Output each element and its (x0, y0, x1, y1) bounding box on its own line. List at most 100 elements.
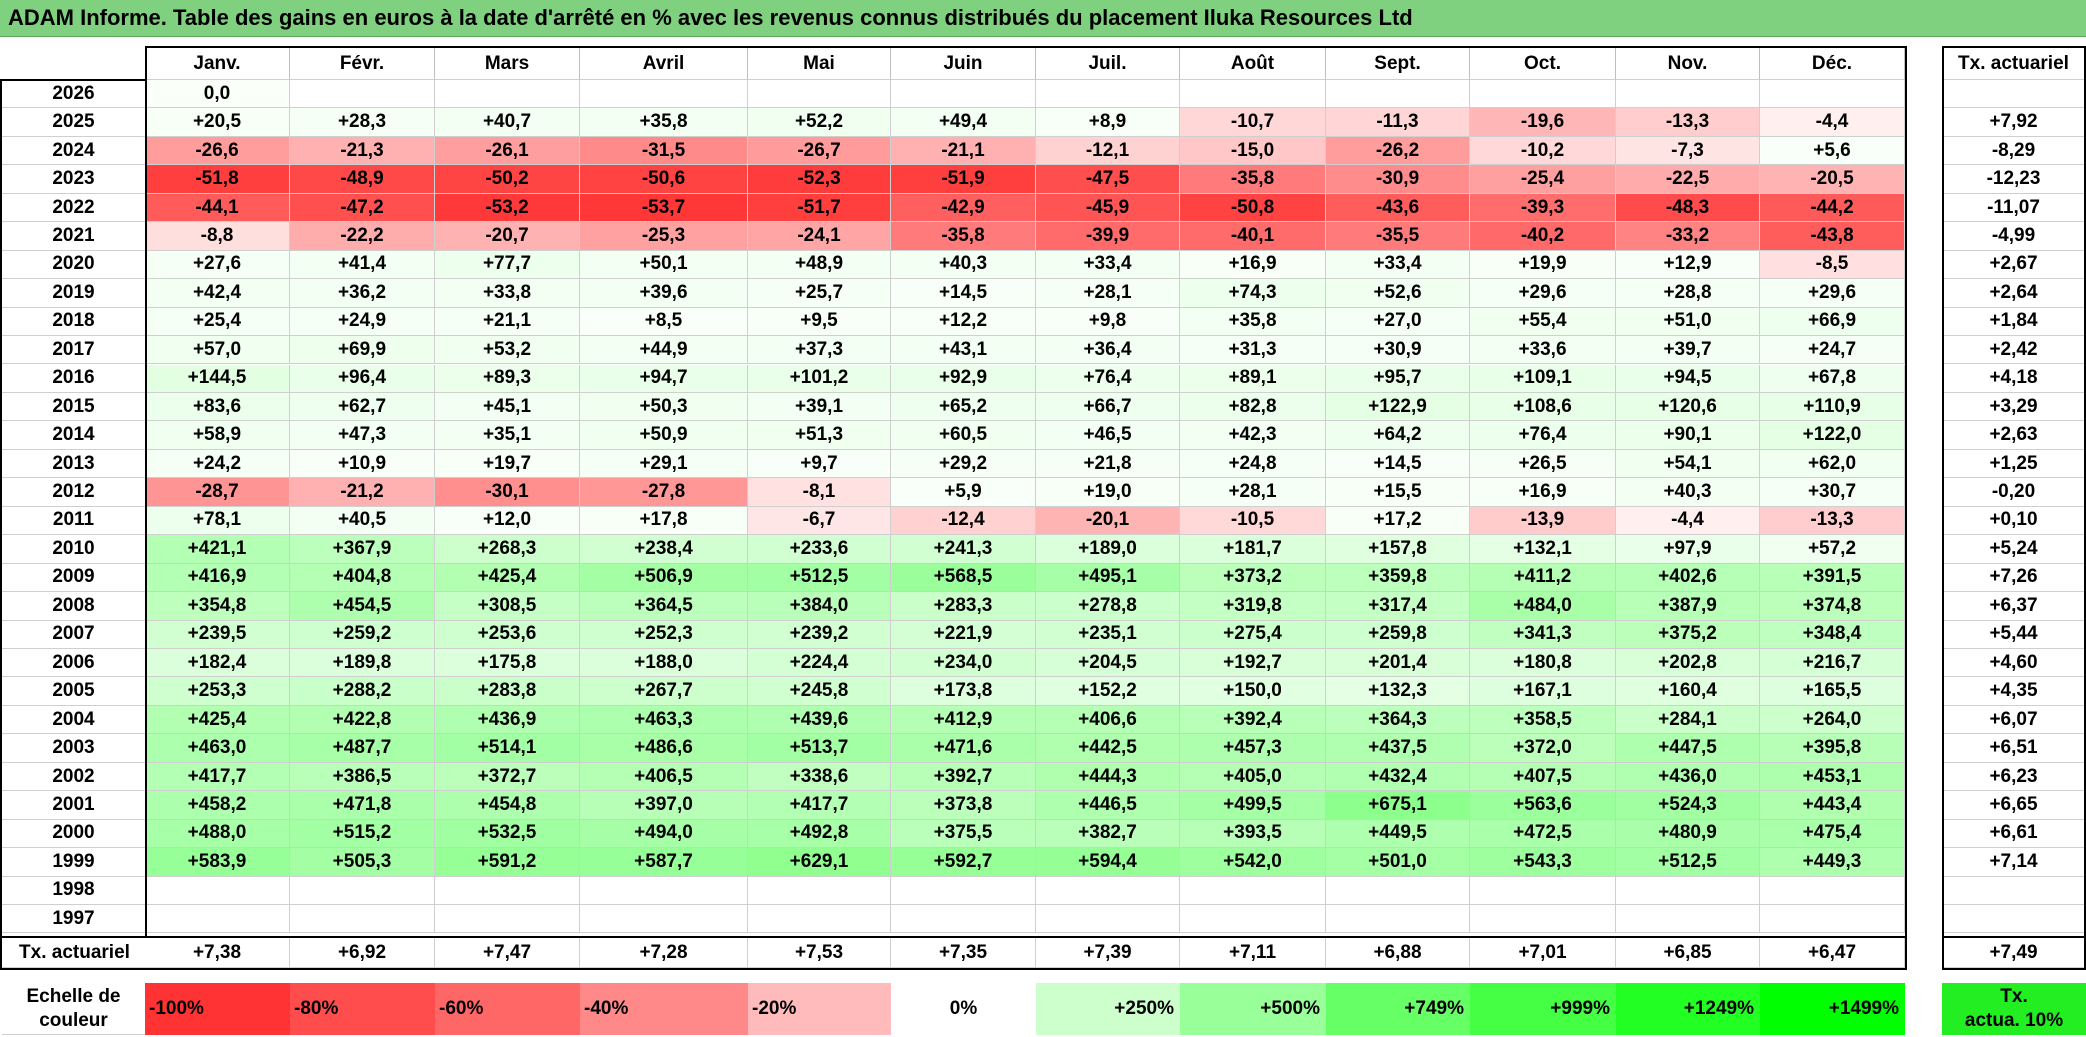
table-cell: -40,2 (1470, 222, 1616, 251)
legend-swatch: +749% (1326, 983, 1470, 1035)
table-cell: +17,2 (1326, 506, 1470, 536)
month-header: Oct. (1470, 48, 1616, 80)
month-header: Nov. (1616, 48, 1760, 80)
table-cell: +31,3 (1180, 336, 1326, 365)
table-cell: -53,7 (580, 193, 748, 223)
table-cell: +110,9 (1760, 392, 1905, 422)
table-cell: +12,2 (891, 307, 1036, 337)
table-cell: +505,3 (290, 848, 435, 877)
table-cell: +417,7 (145, 762, 290, 792)
table-cell: +457,3 (1180, 734, 1326, 763)
table-cell: +19,0 (1036, 478, 1180, 507)
footer-cell: +7,53 (748, 938, 891, 968)
table-cell: +64,2 (1326, 421, 1470, 450)
table-cell: +405,0 (1180, 762, 1326, 792)
table-cell (748, 80, 891, 109)
year-label: 2017 (2, 336, 145, 365)
table-cell: +29,6 (1760, 279, 1905, 308)
table-cell: -40,1 (1180, 222, 1326, 251)
rate-cell: +6,65 (1942, 791, 2086, 820)
table-cell: +484,0 (1470, 592, 1616, 621)
table-cell: +486,6 (580, 734, 748, 763)
table-cell (1180, 905, 1326, 934)
table-cell: +506,9 (580, 563, 748, 593)
table-cell: +488,0 (145, 819, 290, 849)
table-cell: +24,9 (290, 307, 435, 337)
table-cell: -30,1 (435, 478, 580, 507)
table-cell: +29,1 (580, 449, 748, 479)
table-cell: +157,8 (1326, 535, 1470, 564)
table-cell: +152,2 (1036, 677, 1180, 706)
table-cell: -25,4 (1470, 165, 1616, 194)
table-cell: +95,7 (1326, 364, 1470, 393)
rate-cell: +5,24 (1942, 535, 2086, 564)
table-cell: +132,3 (1326, 677, 1470, 706)
rate-cell: +6,51 (1942, 734, 2086, 763)
table-cell: +454,8 (435, 791, 580, 820)
table-cell: +12,9 (1616, 250, 1760, 280)
rate-cell: +6,23 (1942, 762, 2086, 792)
table-cell: +341,3 (1470, 620, 1616, 649)
table-cell (1470, 80, 1616, 109)
table-cell: +372,7 (435, 762, 580, 792)
legend-swatch: 0% (891, 983, 1036, 1035)
table-cell: -15,0 (1180, 136, 1326, 166)
table-cell: +563,6 (1470, 791, 1616, 820)
table-cell: +83,6 (145, 392, 290, 422)
table-cell: +444,3 (1036, 762, 1180, 792)
table-cell: +387,9 (1616, 592, 1760, 621)
table-cell: +514,1 (435, 734, 580, 763)
year-label: 2015 (2, 393, 145, 422)
table-cell (1180, 80, 1326, 109)
table-cell: +471,6 (891, 734, 1036, 763)
table-cell: +21,8 (1036, 449, 1180, 479)
year-label: 2026 (2, 80, 145, 109)
table-cell: +501,0 (1326, 848, 1470, 877)
table-cell: +36,4 (1036, 336, 1180, 365)
table-cell (435, 80, 580, 109)
table-cell: +5,6 (1760, 136, 1905, 166)
table-cell: +495,1 (1036, 563, 1180, 593)
table-cell: +629,1 (748, 848, 891, 877)
table-cell: +384,0 (748, 592, 891, 621)
table-cell: +524,3 (1616, 791, 1760, 820)
table-cell: +46,5 (1036, 421, 1180, 450)
table-cell: +494,0 (580, 819, 748, 849)
table-cell: -24,1 (748, 222, 891, 251)
month-header: Déc. (1760, 48, 1905, 80)
month-header: Août (1180, 48, 1326, 80)
year-label: 1998 (2, 877, 145, 906)
table-cell: +283,3 (891, 592, 1036, 621)
table-cell: +317,4 (1326, 592, 1470, 621)
rate-cell: +4,35 (1942, 677, 2086, 706)
table-cell: +182,4 (145, 649, 290, 678)
table-cell: +253,3 (145, 677, 290, 706)
table-cell: +14,5 (1326, 449, 1470, 479)
table-cell: -50,6 (580, 165, 748, 194)
table-cell: +583,9 (145, 848, 290, 877)
table-cell: +364,5 (580, 592, 748, 621)
table-cell: -51,7 (748, 193, 891, 223)
table-cell: -47,2 (290, 193, 435, 223)
table-cell (435, 876, 580, 906)
table-cell: +144,5 (145, 364, 290, 393)
year-label: 2021 (2, 222, 145, 251)
table-cell: +543,3 (1470, 848, 1616, 877)
year-label: 2007 (2, 621, 145, 649)
rate-cell: +5,44 (1942, 620, 2086, 649)
year-label: 2025 (2, 108, 145, 137)
table-cell (435, 905, 580, 934)
table-cell: +319,8 (1180, 592, 1326, 621)
table-cell (1760, 876, 1905, 906)
table-cell: +463,0 (145, 734, 290, 763)
table-cell (1036, 876, 1180, 906)
table-cell: +50,3 (580, 392, 748, 422)
table-cell: +181,7 (1180, 535, 1326, 564)
table-cell: +57,2 (1760, 535, 1905, 564)
table-cell: +221,9 (891, 620, 1036, 649)
table-cell: +122,9 (1326, 392, 1470, 422)
table-cell: +406,5 (580, 762, 748, 792)
table-cell: +29,6 (1470, 279, 1616, 308)
table-cell: -20,5 (1760, 165, 1905, 194)
table-cell: +449,3 (1760, 848, 1905, 877)
